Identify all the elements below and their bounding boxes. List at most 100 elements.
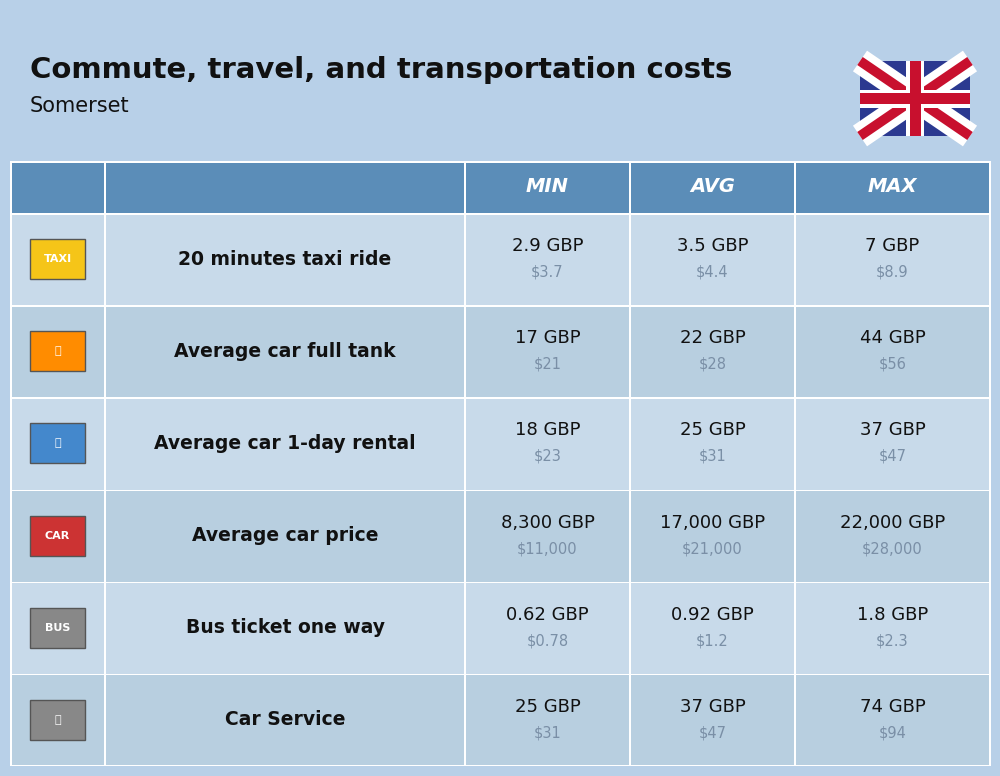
Text: 37 GBP: 37 GBP xyxy=(680,698,745,716)
Bar xyxy=(10,305,990,307)
Bar xyxy=(104,305,106,397)
Text: AVG: AVG xyxy=(690,178,735,196)
Text: Bus ticket one way: Bus ticket one way xyxy=(186,618,384,637)
Bar xyxy=(794,305,796,397)
Text: $31: $31 xyxy=(534,726,561,740)
Text: 20 minutes taxi ride: 20 minutes taxi ride xyxy=(178,250,392,268)
Text: $11,000: $11,000 xyxy=(517,541,578,556)
Text: $4.4: $4.4 xyxy=(696,265,729,279)
Bar xyxy=(10,764,990,766)
Bar xyxy=(906,61,924,136)
Text: Car Service: Car Service xyxy=(225,710,345,729)
Text: 8,300 GBP: 8,300 GBP xyxy=(501,514,594,532)
Text: 74 GBP: 74 GBP xyxy=(860,698,925,716)
Bar xyxy=(104,161,106,213)
Bar xyxy=(464,213,466,305)
Bar xyxy=(104,582,106,674)
Text: $3.7: $3.7 xyxy=(531,265,564,279)
Text: 0.92 GBP: 0.92 GBP xyxy=(671,606,754,624)
Text: Average car 1-day rental: Average car 1-day rental xyxy=(154,434,416,453)
Bar xyxy=(10,397,990,490)
Text: 7 GBP: 7 GBP xyxy=(865,237,920,255)
Bar xyxy=(10,161,990,162)
Bar xyxy=(910,61,920,136)
Text: 44 GBP: 44 GBP xyxy=(860,329,925,347)
Text: TAXI: TAXI xyxy=(43,254,72,264)
Bar xyxy=(10,582,990,584)
Bar xyxy=(10,674,990,766)
Text: 25 GBP: 25 GBP xyxy=(515,698,580,716)
Bar xyxy=(10,582,990,674)
Bar xyxy=(989,213,991,305)
Text: 22,000 GBP: 22,000 GBP xyxy=(840,514,945,532)
Bar xyxy=(10,764,990,766)
Bar xyxy=(629,490,631,582)
Text: $2.3: $2.3 xyxy=(876,633,909,648)
Text: MIN: MIN xyxy=(526,178,569,196)
Bar xyxy=(10,305,990,397)
Bar xyxy=(10,213,990,214)
Text: 0.62 GBP: 0.62 GBP xyxy=(506,606,589,624)
Bar xyxy=(629,397,631,490)
Bar xyxy=(10,674,990,675)
Bar xyxy=(30,331,85,371)
Bar xyxy=(10,161,990,213)
Bar xyxy=(794,490,796,582)
Bar xyxy=(794,213,796,305)
Text: $56: $56 xyxy=(879,357,906,372)
Bar xyxy=(794,397,796,490)
Bar xyxy=(104,213,106,305)
Text: 3.5 GBP: 3.5 GBP xyxy=(677,237,748,255)
Bar xyxy=(860,89,970,108)
Bar xyxy=(989,674,991,766)
Text: $47: $47 xyxy=(698,726,726,740)
Bar xyxy=(989,305,991,397)
Bar xyxy=(464,397,466,490)
Bar xyxy=(464,674,466,766)
Text: $47: $47 xyxy=(879,449,906,464)
Bar xyxy=(464,582,466,674)
Bar xyxy=(10,490,990,491)
Bar xyxy=(989,161,991,213)
Text: 1.8 GBP: 1.8 GBP xyxy=(857,606,928,624)
Text: Average car full tank: Average car full tank xyxy=(174,341,396,361)
Text: 🔑: 🔑 xyxy=(54,438,61,449)
Bar xyxy=(464,490,466,582)
Text: Commute, travel, and transportation costs: Commute, travel, and transportation cost… xyxy=(30,56,732,84)
Text: Somerset: Somerset xyxy=(30,96,130,116)
Text: 18 GBP: 18 GBP xyxy=(515,421,580,439)
Text: 17 GBP: 17 GBP xyxy=(515,329,580,347)
Text: 25 GBP: 25 GBP xyxy=(680,421,745,439)
Bar xyxy=(794,582,796,674)
Bar xyxy=(104,397,106,490)
Text: $94: $94 xyxy=(879,726,906,740)
Text: $1.2: $1.2 xyxy=(696,633,729,648)
Bar xyxy=(629,213,631,305)
Bar xyxy=(10,397,990,399)
Text: $8.9: $8.9 xyxy=(876,265,909,279)
Text: $31: $31 xyxy=(699,449,726,464)
Text: 37 GBP: 37 GBP xyxy=(860,421,925,439)
Bar xyxy=(30,239,85,279)
Text: $21,000: $21,000 xyxy=(682,541,743,556)
Text: 2.9 GBP: 2.9 GBP xyxy=(512,237,583,255)
Bar xyxy=(104,674,106,766)
Text: ⛽: ⛽ xyxy=(54,346,61,356)
Bar xyxy=(10,490,990,582)
Bar xyxy=(30,608,85,648)
Bar xyxy=(104,490,106,582)
Text: 22 GBP: 22 GBP xyxy=(680,329,745,347)
Bar xyxy=(10,161,12,766)
Bar xyxy=(794,161,796,213)
Bar xyxy=(30,700,85,740)
Bar xyxy=(10,213,990,305)
Text: MAX: MAX xyxy=(868,178,917,196)
Bar xyxy=(30,424,85,463)
Text: BUS: BUS xyxy=(45,623,70,632)
Text: $23: $23 xyxy=(534,449,561,464)
Bar xyxy=(629,161,631,213)
Text: $21: $21 xyxy=(534,357,562,372)
Bar xyxy=(794,674,796,766)
Bar xyxy=(988,161,990,766)
Bar xyxy=(30,515,85,556)
